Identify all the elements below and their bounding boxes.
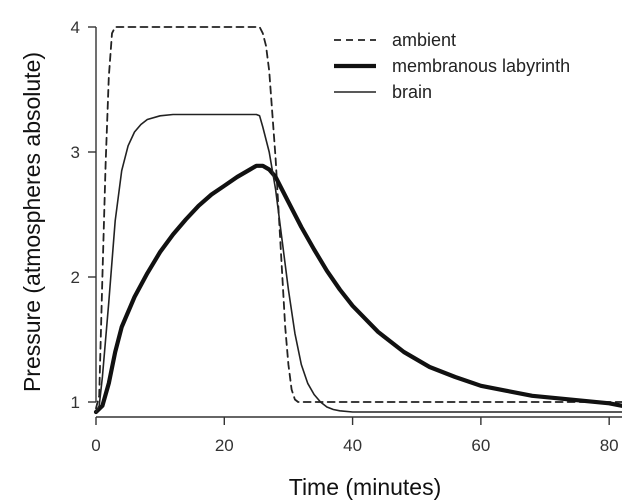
y-tick-label: 1 bbox=[71, 393, 80, 412]
x-tick-label: 60 bbox=[471, 436, 490, 455]
series-line-ambient bbox=[95, 26, 622, 410]
series-line-brain bbox=[95, 113, 622, 413]
x-tick-label: 80 bbox=[600, 436, 619, 455]
series-line-membranous-labyrinth bbox=[93, 163, 622, 415]
x-tick-label: 0 bbox=[91, 436, 100, 455]
y-axis-label: Pressure (atmospheres absolute) bbox=[19, 52, 45, 392]
plot-lines bbox=[93, 26, 622, 415]
x-axis-label: Time (minutes) bbox=[289, 474, 442, 500]
y-tick-label: 2 bbox=[71, 268, 80, 287]
legend-label-brain: brain bbox=[392, 82, 432, 102]
legend: ambient membranous labyrinth brain bbox=[334, 30, 570, 102]
y-tick-label: 3 bbox=[71, 143, 80, 162]
x-tick-label: 20 bbox=[215, 436, 234, 455]
x-tick-label: 40 bbox=[343, 436, 362, 455]
legend-label-ambient: ambient bbox=[392, 30, 456, 50]
legend-label-membranous-labyrinth: membranous labyrinth bbox=[392, 56, 570, 76]
y-tick-label: 4 bbox=[71, 18, 80, 37]
